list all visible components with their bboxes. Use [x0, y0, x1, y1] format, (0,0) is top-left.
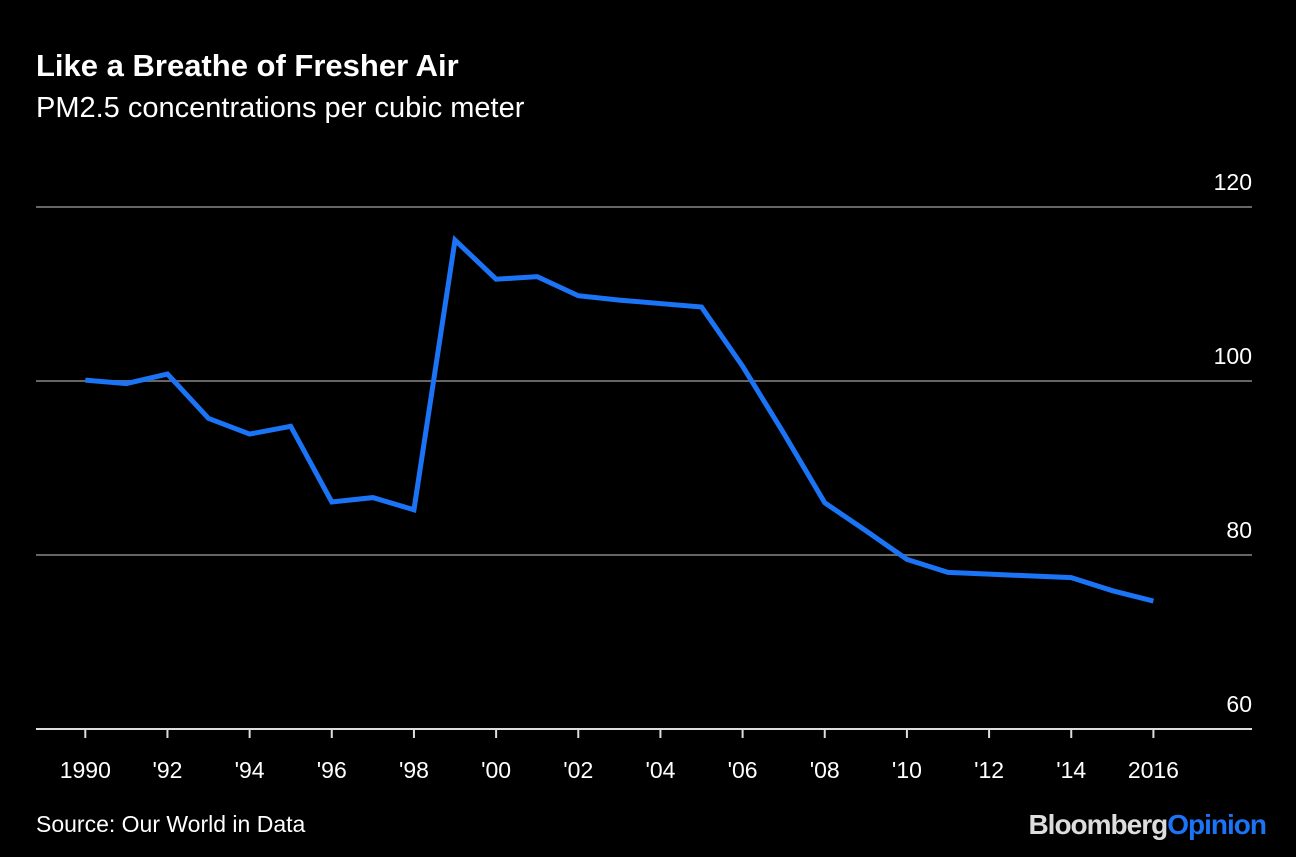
data-line [85, 234, 1155, 604]
x-tick-label: 2016 [1128, 757, 1179, 783]
brand-name: Bloomberg [1028, 809, 1167, 840]
x-tick-label: '94 [235, 757, 265, 783]
x-tick-label: '06 [728, 757, 758, 783]
y-tick-label: 120 [1214, 169, 1252, 195]
x-tick-label: '00 [481, 757, 511, 783]
x-tick-label: '12 [974, 757, 1004, 783]
brand-logo: BloombergOpinion [1028, 809, 1266, 840]
x-tick-label: '04 [645, 757, 675, 783]
x-tick-label: '14 [1056, 757, 1086, 783]
x-tick-label: '02 [563, 757, 593, 783]
y-tick-label: 100 [1214, 343, 1252, 369]
chart-title: Like a Breathe of Fresher Air [36, 48, 459, 83]
x-tick-label: '98 [399, 757, 429, 783]
x-tick-label: '96 [317, 757, 347, 783]
y-tick-label: 60 [1226, 691, 1252, 717]
x-tick-label: '10 [892, 757, 922, 783]
y-tick-label: 80 [1226, 517, 1252, 543]
source: Source: Our World in Data [36, 811, 306, 837]
brand-section: Opinion [1167, 809, 1266, 840]
x-tick-label: 1990 [60, 757, 111, 783]
x-tick-label: '08 [810, 757, 840, 783]
chart-subtitle: PM2.5 concentrations per cubic meter [36, 92, 525, 124]
x-tick-label: '92 [152, 757, 182, 783]
